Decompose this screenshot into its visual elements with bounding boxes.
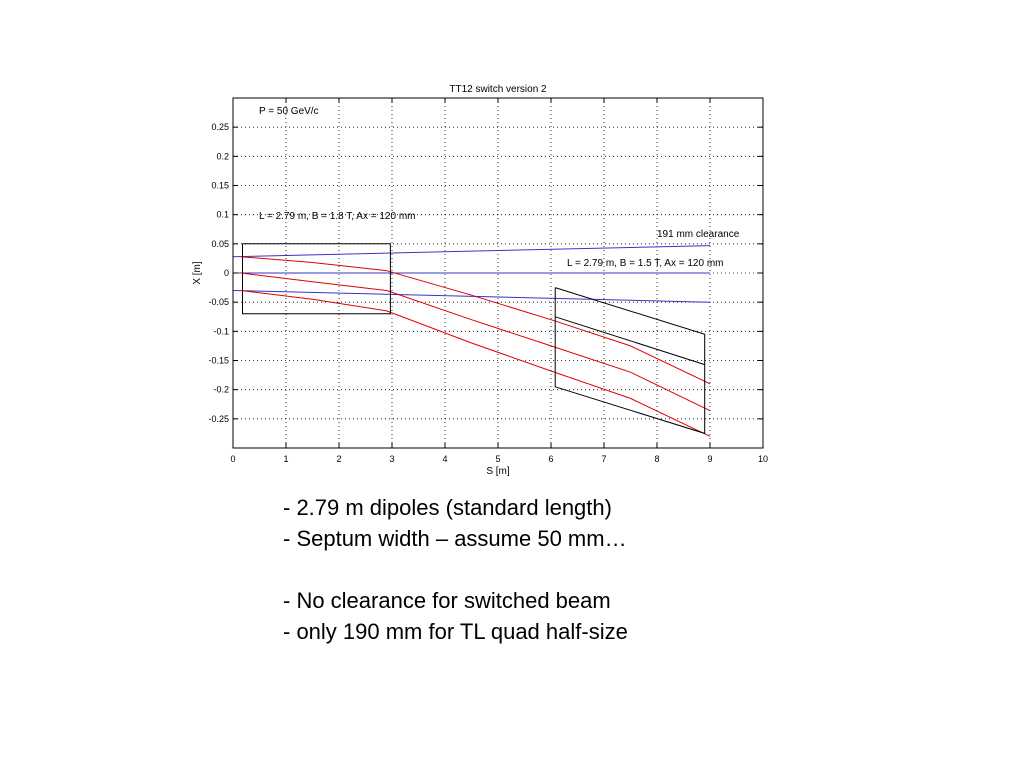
y-tick-label: -0.25 [208,414,229,424]
annotation-second-dipole: L = 2.79 m, B = 1.5 T, Ax = 120 mm [567,258,723,269]
series-line-3 [240,256,711,385]
y-tick-label: 0.15 [211,181,229,191]
x-tick-label: 6 [548,454,553,464]
y-tick-label: -0.05 [208,297,229,307]
x-tick-label: 10 [758,454,768,464]
annotation-first-dipole: L = 2.79 m, B = 1.8 T, Ax = 120 mm [259,211,415,222]
y-tick-label: -0.15 [208,356,229,366]
y-tick-label: 0.2 [216,151,229,161]
chart-title: TT12 switch version 2 [449,84,547,95]
series-line-4 [240,272,711,412]
x-tick-label: 2 [336,454,341,464]
x-tick-label: 8 [654,454,659,464]
series-line-2 [232,290,711,303]
y-tick-label: 0 [224,268,229,278]
note-quad-half-size: - only 190 mm for TL quad half-size [283,619,628,644]
x-tick-label: 0 [230,454,235,464]
slide-notes: - 2.79 m dipoles (standard length) - Sep… [283,492,628,647]
series-line-6 [242,243,391,315]
x-axis-label: S [m] [486,466,510,477]
trajectory-plot: 0 1 2 3 4 5 6 7 8 9 10 0.25 0.2 0.15 0.1 0.05 0 -0.05 -0.1… [192,84,768,477]
y-axis-label: X [m] [192,261,203,285]
ticks: 0 1 2 3 4 5 6 7 8 9 10 0.25 0.2 0.15 0.1 0.05 0 -0.05 -0.1… [208,98,768,464]
series-line-0 [232,245,711,258]
y-tick-label: 0.05 [211,239,229,249]
series-line-5 [240,290,711,437]
y-tick-label: 0.25 [211,122,229,132]
x-tick-label: 7 [601,454,606,464]
curves [232,243,711,437]
x-tick-label: 4 [442,454,447,464]
note-septum-width: - Septum width – assume 50 mm… [283,526,627,551]
annotation-clearance: 191 mm clearance [657,229,740,240]
y-tick-label: 0.1 [216,210,229,220]
series-line-7 [554,287,706,435]
annotation-momentum: P = 50 GeV/c [259,106,319,117]
x-tick-label: 3 [389,454,394,464]
y-tick-label: -0.2 [213,385,229,395]
note-spacer [283,554,628,585]
series-line-8 [555,316,705,366]
x-tick-label: 9 [707,454,712,464]
y-tick-label: -0.1 [213,326,229,336]
note-no-clearance: - No clearance for switched beam [283,588,611,613]
note-dipole-length: - 2.79 m dipoles (standard length) [283,495,612,520]
x-tick-label: 1 [283,454,288,464]
x-tick-label: 5 [495,454,500,464]
grid [233,98,763,448]
